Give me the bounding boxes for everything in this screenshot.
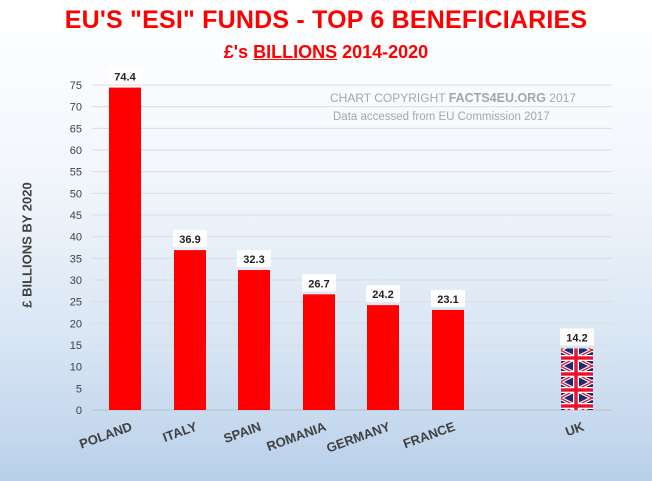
y-tick-label: 20	[70, 318, 82, 330]
y-tick-label: 65	[70, 123, 82, 135]
x-tick-label-france: FRANCE	[401, 419, 457, 452]
copyright-year: 2017	[545, 91, 576, 105]
gridlines	[92, 84, 612, 411]
data-labels: 74.4 36.9 32.3 26.7 24.2 23.1 14.2	[108, 67, 594, 346]
y-tick-label: 40	[70, 232, 82, 244]
subtitle-suffix: 2014-2020	[337, 42, 429, 62]
data-label-uk: 14.2	[566, 332, 587, 344]
y-tick-label: 75	[70, 80, 82, 92]
y-tick-label: 35	[70, 253, 82, 265]
y-axis-ticks: 0 5 10 15 20 25 30 35 40 45 50 55 60 65 70 75	[70, 80, 82, 417]
x-tick-label-uk: UK	[563, 419, 586, 440]
y-tick-label: 55	[70, 167, 82, 179]
copyright-note: CHART COPYRIGHT FACTS4EU.ORG 2017	[330, 91, 576, 105]
data-label-france: 23.1	[437, 294, 458, 306]
chart-title: EU'S "ESI" FUNDS - TOP 6 BENEFICIARIES	[64, 6, 588, 34]
x-tick-label-germany: GERMANY	[324, 419, 392, 456]
y-tick-label: 25	[70, 297, 82, 309]
data-label-spain: 32.3	[243, 254, 264, 266]
y-tick-label: 45	[70, 210, 82, 222]
data-label-box	[366, 285, 400, 303]
bar-poland	[109, 87, 141, 410]
data-label-romania: 26.7	[308, 278, 329, 290]
copyright-prefix: CHART COPYRIGHT	[330, 91, 449, 105]
bars	[109, 87, 593, 410]
y-tick-label: 60	[70, 145, 82, 157]
subtitle-prefix: £'s	[223, 42, 254, 62]
x-tick-label-spain: SPAIN	[221, 419, 263, 446]
data-label-italy: 36.9	[179, 234, 200, 246]
data-label-box	[302, 274, 336, 292]
chart-subtitle: £'s BILLIONS 2014-2020	[0, 42, 652, 63]
y-tick-label: 10	[70, 362, 82, 374]
x-tick-label-italy: ITALY	[161, 419, 200, 445]
bar-germany	[367, 305, 399, 410]
bar-spain	[238, 270, 270, 410]
bar-france	[432, 309, 464, 410]
data-source-note: Data accessed from EU Commission 2017	[333, 111, 550, 123]
y-tick-label: 30	[70, 275, 82, 287]
data-label-box	[560, 328, 594, 346]
data-label-box	[237, 250, 271, 268]
bar-romania	[303, 294, 335, 410]
data-label-box	[173, 230, 207, 248]
bar-uk	[561, 348, 593, 410]
y-tick-label: 70	[70, 102, 82, 114]
subtitle-emphasis: BILLIONS	[253, 42, 338, 62]
y-tick-label: 5	[76, 383, 82, 395]
data-label-germany: 24.2	[372, 289, 393, 301]
x-tick-label-romania: ROMANIA	[265, 419, 329, 455]
data-label-box	[108, 67, 142, 85]
copyright-brand: FACTS4EU.ORG	[448, 91, 546, 105]
data-label-poland: 74.4	[114, 72, 136, 84]
y-tick-label: 50	[70, 188, 82, 200]
bar-italy	[174, 250, 206, 410]
y-tick-label: 15	[70, 340, 82, 352]
y-tick-label: 0	[76, 405, 82, 417]
data-label-box	[431, 289, 465, 307]
x-tick-label-poland: POLAND	[77, 419, 134, 452]
